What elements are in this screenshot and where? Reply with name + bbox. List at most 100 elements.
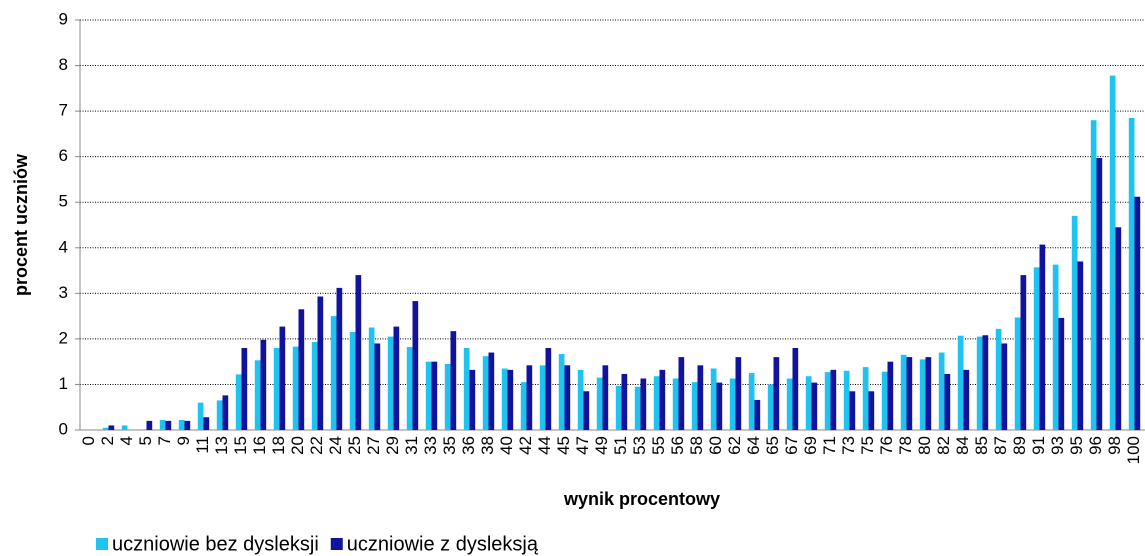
bar: [469, 369, 476, 430]
x-tick-label: 18: [269, 436, 288, 455]
x-tick-label: 53: [630, 436, 649, 455]
bar: [374, 343, 381, 430]
x-tick-label: 42: [516, 436, 535, 455]
bar: [786, 378, 793, 430]
bar: [393, 326, 400, 430]
y-tick-label: 7: [59, 101, 68, 120]
bar: [710, 368, 717, 430]
bar: [678, 357, 685, 430]
x-tick-label: 84: [953, 436, 972, 455]
bar: [1096, 158, 1103, 431]
bar: [1020, 275, 1027, 430]
y-tick-label: 2: [59, 328, 68, 347]
bar: [982, 335, 989, 430]
bar: [1090, 120, 1097, 430]
bar: [121, 425, 128, 430]
bar: [216, 400, 223, 430]
bar: [602, 365, 609, 430]
bar: [1071, 215, 1078, 430]
bar: [254, 360, 261, 430]
x-tick-label: 31: [402, 436, 421, 455]
bar: [102, 427, 109, 430]
bar: [830, 369, 837, 430]
bar: [824, 372, 831, 430]
bar: [1052, 264, 1059, 430]
x-tick-label: 16: [250, 436, 269, 455]
y-tick-label: 0: [59, 419, 68, 438]
x-tick-label: 0: [79, 436, 98, 445]
bar: [545, 348, 552, 430]
x-tick-label: 9: [174, 436, 193, 445]
x-tick-label: 58: [687, 436, 706, 455]
x-tick-label: 49: [592, 436, 611, 455]
y-axis-title: procent uczniów: [11, 153, 31, 296]
bar: [241, 348, 248, 430]
bar: [868, 391, 875, 430]
bar: [843, 370, 850, 430]
bar: [311, 342, 318, 430]
x-tick-label: 64: [744, 436, 763, 455]
bar: [197, 402, 204, 430]
bar: [615, 385, 622, 430]
bar: [919, 359, 926, 430]
bar: [317, 296, 324, 430]
bar: [849, 391, 856, 430]
bar: [577, 369, 584, 430]
bar: [260, 339, 267, 430]
bar: [507, 369, 514, 430]
x-tick-label: 65: [763, 436, 782, 455]
y-tick-label: 3: [59, 283, 68, 302]
bar: [501, 368, 508, 430]
x-tick-label: 82: [934, 436, 953, 455]
x-tick-label: 45: [554, 436, 573, 455]
legend-label: uczniowie bez dysleksji: [112, 533, 319, 555]
bar: [539, 365, 546, 430]
x-tick-label: 100: [1124, 436, 1143, 464]
bar: [697, 365, 704, 430]
bar: [748, 373, 755, 430]
bar: [1115, 227, 1122, 430]
bar: [463, 348, 470, 430]
bar: [773, 357, 780, 430]
x-tick-label: 2: [98, 436, 117, 445]
bar: [1039, 244, 1046, 430]
x-tick-label: 15: [231, 436, 250, 455]
y-tick-label: 5: [59, 192, 68, 211]
x-tick-label: 36: [459, 436, 478, 455]
bar: [811, 382, 818, 430]
bar: [355, 275, 362, 430]
bar: [792, 348, 799, 430]
x-tick-label: 13: [212, 436, 231, 455]
bar: [621, 373, 628, 430]
x-tick-label: 33: [421, 436, 440, 455]
bar: [634, 386, 641, 430]
bar: [349, 332, 356, 430]
bar: [1077, 261, 1084, 430]
bar: [368, 327, 375, 430]
bar: [1109, 75, 1116, 431]
x-axis-title: wynik procentowy: [563, 489, 720, 509]
bar: [279, 326, 286, 430]
bar: [273, 348, 280, 430]
x-tick-label: 38: [478, 436, 497, 455]
bar: [653, 376, 660, 430]
bar: [716, 382, 723, 430]
bar: [805, 376, 812, 430]
bar: [900, 354, 907, 430]
bar: [330, 316, 337, 430]
x-tick-label: 69: [801, 436, 820, 455]
bar: [596, 377, 603, 430]
x-tick-label: 29: [383, 436, 402, 455]
x-tick-label: 11: [193, 436, 212, 454]
bar: [729, 378, 736, 430]
x-tick-label: 60: [706, 436, 725, 455]
x-tick-label: 5: [136, 436, 155, 445]
legend-swatch: [330, 538, 343, 550]
bar: [963, 369, 970, 430]
bar: [526, 365, 533, 430]
bar: [412, 301, 419, 430]
bar: [583, 391, 590, 430]
bar: [957, 335, 964, 430]
x-tick-label: 87: [991, 436, 1010, 455]
x-tick-label: 51: [611, 436, 630, 455]
